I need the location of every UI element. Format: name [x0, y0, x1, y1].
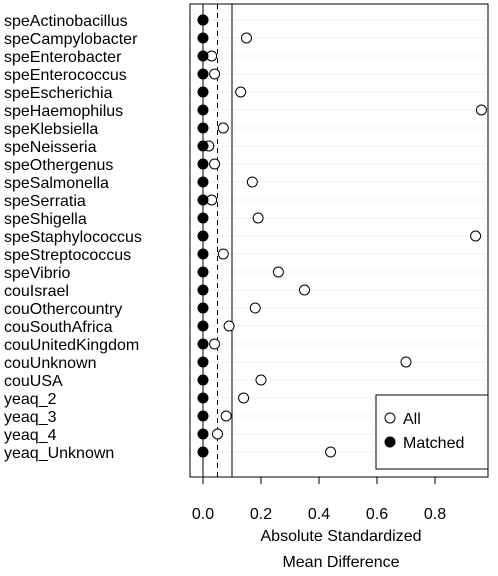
matched-point	[197, 122, 209, 134]
category-label: speEnterobacter	[4, 49, 122, 66]
category-label: couOthercountry	[4, 301, 122, 318]
x-tick-label: 0.4	[308, 506, 330, 523]
category-label: speVibrio	[4, 265, 71, 282]
x-tick-label: 0.0	[192, 506, 214, 523]
x-axis: 0.0 0.2 0.4 0.6 0.8	[192, 477, 446, 523]
category-label: speStaphylococcus	[4, 229, 142, 246]
category-label: couUnitedKingdom	[4, 337, 139, 354]
matched-point	[197, 212, 209, 224]
all-point	[238, 392, 250, 404]
category-label: speEscherichia	[4, 85, 113, 102]
matched-point	[197, 68, 209, 80]
matched-point	[197, 86, 209, 98]
x-tick-label: 0.8	[424, 506, 446, 523]
all-point	[212, 428, 223, 440]
all-point	[235, 86, 247, 98]
x-axis-title-line-1: Absolute Standardized	[261, 528, 422, 545]
legend-all-label: All	[403, 411, 421, 428]
category-label: couUSA	[4, 373, 63, 390]
matched-point	[197, 32, 209, 44]
gridlines	[190, 19, 488, 453]
all-point	[217, 248, 229, 260]
category-label: speActinobacillus	[4, 13, 128, 30]
all-point	[220, 410, 232, 422]
matched-point	[197, 140, 209, 152]
matched-point	[197, 266, 209, 278]
category-label: couUnknown	[4, 355, 97, 372]
category-label: couSouthAfrica	[4, 319, 113, 336]
matched-point	[197, 50, 209, 62]
plot-frame	[189, 3, 489, 478]
matched-point	[197, 284, 209, 296]
all-point	[241, 32, 252, 44]
legend-all-marker	[384, 412, 396, 424]
category-label: speSerratia	[4, 193, 86, 210]
matched-point	[197, 230, 209, 242]
matched-point	[197, 446, 209, 458]
x-tick-label: 0.6	[366, 506, 388, 523]
all-point	[400, 356, 412, 368]
all-point	[249, 302, 261, 314]
category-label: speCampylobacter	[4, 31, 138, 48]
all-point	[470, 230, 482, 242]
matched-point	[197, 338, 209, 350]
category-label: speEnterococcus	[4, 67, 127, 84]
category-label: yeaq_2	[4, 391, 57, 408]
category-label: couIsrael	[4, 283, 69, 300]
data-points	[197, 14, 487, 458]
legend: All Matched	[375, 394, 489, 470]
x-axis-title-line-2: Mean Difference	[282, 554, 399, 571]
category-label: yeaq_Unknown	[4, 445, 114, 462]
category-label: speOthergenus	[4, 157, 113, 174]
matched-point	[197, 428, 209, 440]
category-label: speKlebsiella	[4, 121, 98, 138]
category-label: speNeisseria	[4, 139, 97, 156]
matched-point	[197, 104, 209, 116]
category-label: speStreptococcus	[4, 247, 131, 264]
all-point	[272, 266, 284, 278]
matched-point	[197, 14, 209, 26]
category-label: yeaq_4	[4, 427, 57, 444]
matched-point	[197, 320, 209, 332]
matched-point	[197, 176, 209, 188]
all-point	[255, 374, 267, 386]
all-point	[209, 158, 221, 170]
all-point	[209, 338, 221, 350]
all-point	[325, 446, 337, 458]
all-point	[223, 320, 235, 332]
all-point	[209, 68, 221, 80]
matched-point	[197, 248, 209, 260]
category-label: speShigella	[4, 211, 87, 228]
matched-point	[197, 374, 209, 386]
matched-point	[197, 356, 209, 368]
matched-point	[197, 410, 209, 422]
all-point	[475, 104, 487, 116]
matched-point	[197, 392, 209, 404]
category-label: yeaq_3	[4, 409, 57, 426]
all-point	[217, 122, 229, 134]
matched-point	[197, 302, 209, 314]
all-point	[299, 284, 310, 296]
all-point	[246, 176, 258, 188]
category-label: speHaemophilus	[4, 103, 123, 120]
matched-point	[197, 194, 209, 206]
legend-matched-label: Matched	[403, 435, 464, 452]
legend-matched-marker	[384, 436, 396, 448]
x-tick-label: 0.2	[250, 506, 272, 523]
matched-point	[197, 158, 209, 170]
all-point	[252, 212, 264, 224]
category-labels: speActinobacillusspeCampylobacterspeEnte…	[4, 13, 142, 462]
category-label: speSalmonella	[4, 175, 109, 192]
legend-box	[375, 394, 489, 470]
